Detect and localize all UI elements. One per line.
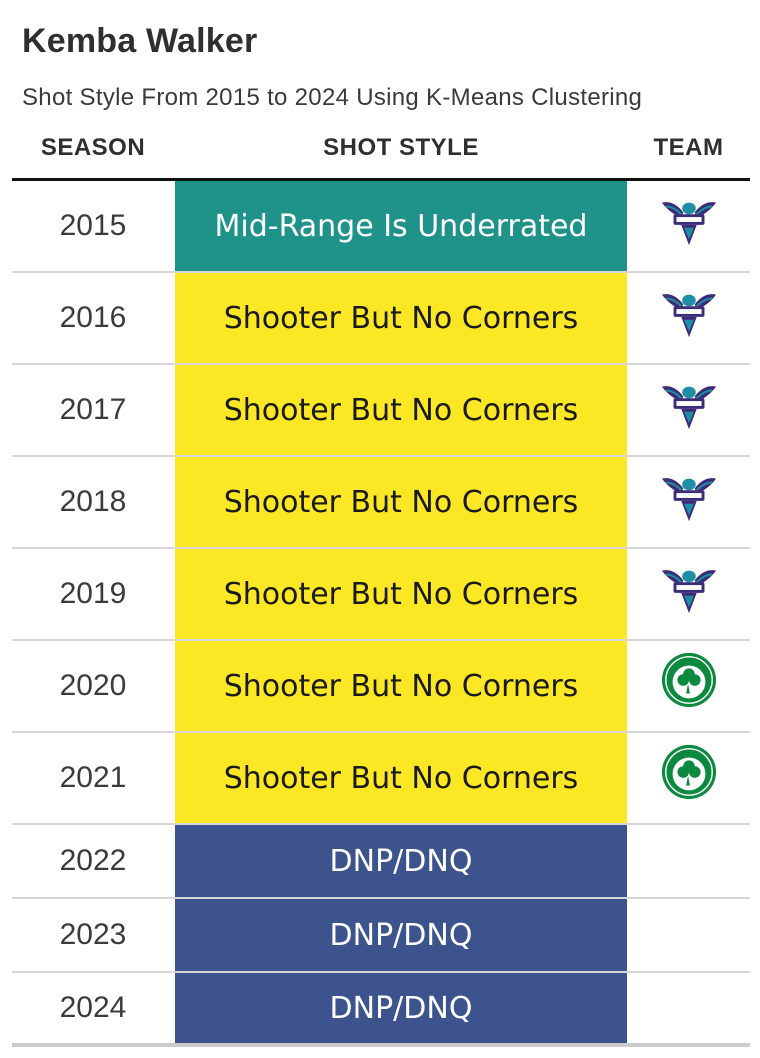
shot-style-cell: Shooter But No Corners: [175, 549, 627, 639]
table-row: 2016 Shooter But No Corners: [12, 273, 750, 365]
celtics-logo-icon: [661, 652, 716, 708]
page-title: Kemba Walker: [22, 22, 258, 60]
shot-style-cell: Shooter But No Corners: [175, 365, 627, 455]
season-cell: 2015: [59, 209, 127, 242]
season-cell: 2022: [59, 844, 127, 877]
hornets-logo-icon: [661, 478, 716, 522]
table-row: 2020 Shooter But No Corners: [12, 641, 750, 733]
page-subtitle: Shot Style From 2015 to 2024 Using K-Mea…: [22, 84, 643, 111]
column-header-shot-style: SHOT STYLE: [323, 134, 479, 161]
shot-style-cell: Shooter But No Corners: [175, 733, 627, 823]
column-header-season: SEASON: [40, 134, 146, 161]
season-cell: 2019: [59, 577, 127, 610]
hornets-logo-icon: [661, 570, 716, 614]
shot-style-cell: DNP/DNQ: [175, 973, 627, 1043]
celtics-logo-icon: [661, 744, 716, 800]
table-row: 2018 Shooter But No Corners: [12, 457, 750, 549]
season-cell: 2023: [59, 918, 127, 951]
team-cell: [627, 973, 750, 1043]
season-cell: 2020: [59, 669, 127, 702]
team-cell: [627, 273, 750, 363]
team-cell: [627, 365, 750, 455]
shot-style-cell: Shooter But No Corners: [175, 457, 627, 547]
table-row: 2017 Shooter But No Corners: [12, 365, 750, 457]
table-row: 2019 Shooter But No Corners: [12, 549, 750, 641]
season-cell: 2024: [59, 991, 127, 1024]
team-cell: [627, 549, 750, 639]
table-row: 2015 Mid-Range Is Underrated: [12, 181, 750, 273]
team-cell: [627, 641, 750, 731]
shot-style-table: 2015 Mid-Range Is Underrated 2016 Shooter B…: [12, 181, 750, 1047]
season-cell: 2017: [59, 393, 127, 426]
season-cell: 2016: [59, 301, 127, 334]
table-row: 2024 DNP/DNQ: [12, 973, 750, 1047]
table-row: 2023 DNP/DNQ: [12, 899, 750, 973]
table-row: 2021 Shooter But No Corners: [12, 733, 750, 825]
header-divider: [12, 178, 750, 181]
season-cell: 2021: [59, 761, 127, 794]
shot-style-cell: Shooter But No Corners: [175, 273, 627, 363]
column-header-team: TEAM: [653, 134, 724, 161]
hornets-logo-icon: [661, 202, 716, 246]
table-row: 2022 DNP/DNQ: [12, 825, 750, 899]
shot-style-cell: DNP/DNQ: [175, 825, 627, 897]
team-cell: [627, 733, 750, 823]
team-cell: [627, 899, 750, 971]
team-cell: [627, 457, 750, 547]
team-cell: [627, 181, 750, 271]
hornets-logo-icon: [661, 386, 716, 430]
team-cell: [627, 825, 750, 897]
hornets-logo-icon: [661, 294, 716, 338]
shot-style-cell: DNP/DNQ: [175, 899, 627, 971]
season-cell: 2018: [59, 485, 127, 518]
shot-style-cell: Shooter But No Corners: [175, 641, 627, 731]
shot-style-cell: Mid-Range Is Underrated: [175, 181, 627, 271]
